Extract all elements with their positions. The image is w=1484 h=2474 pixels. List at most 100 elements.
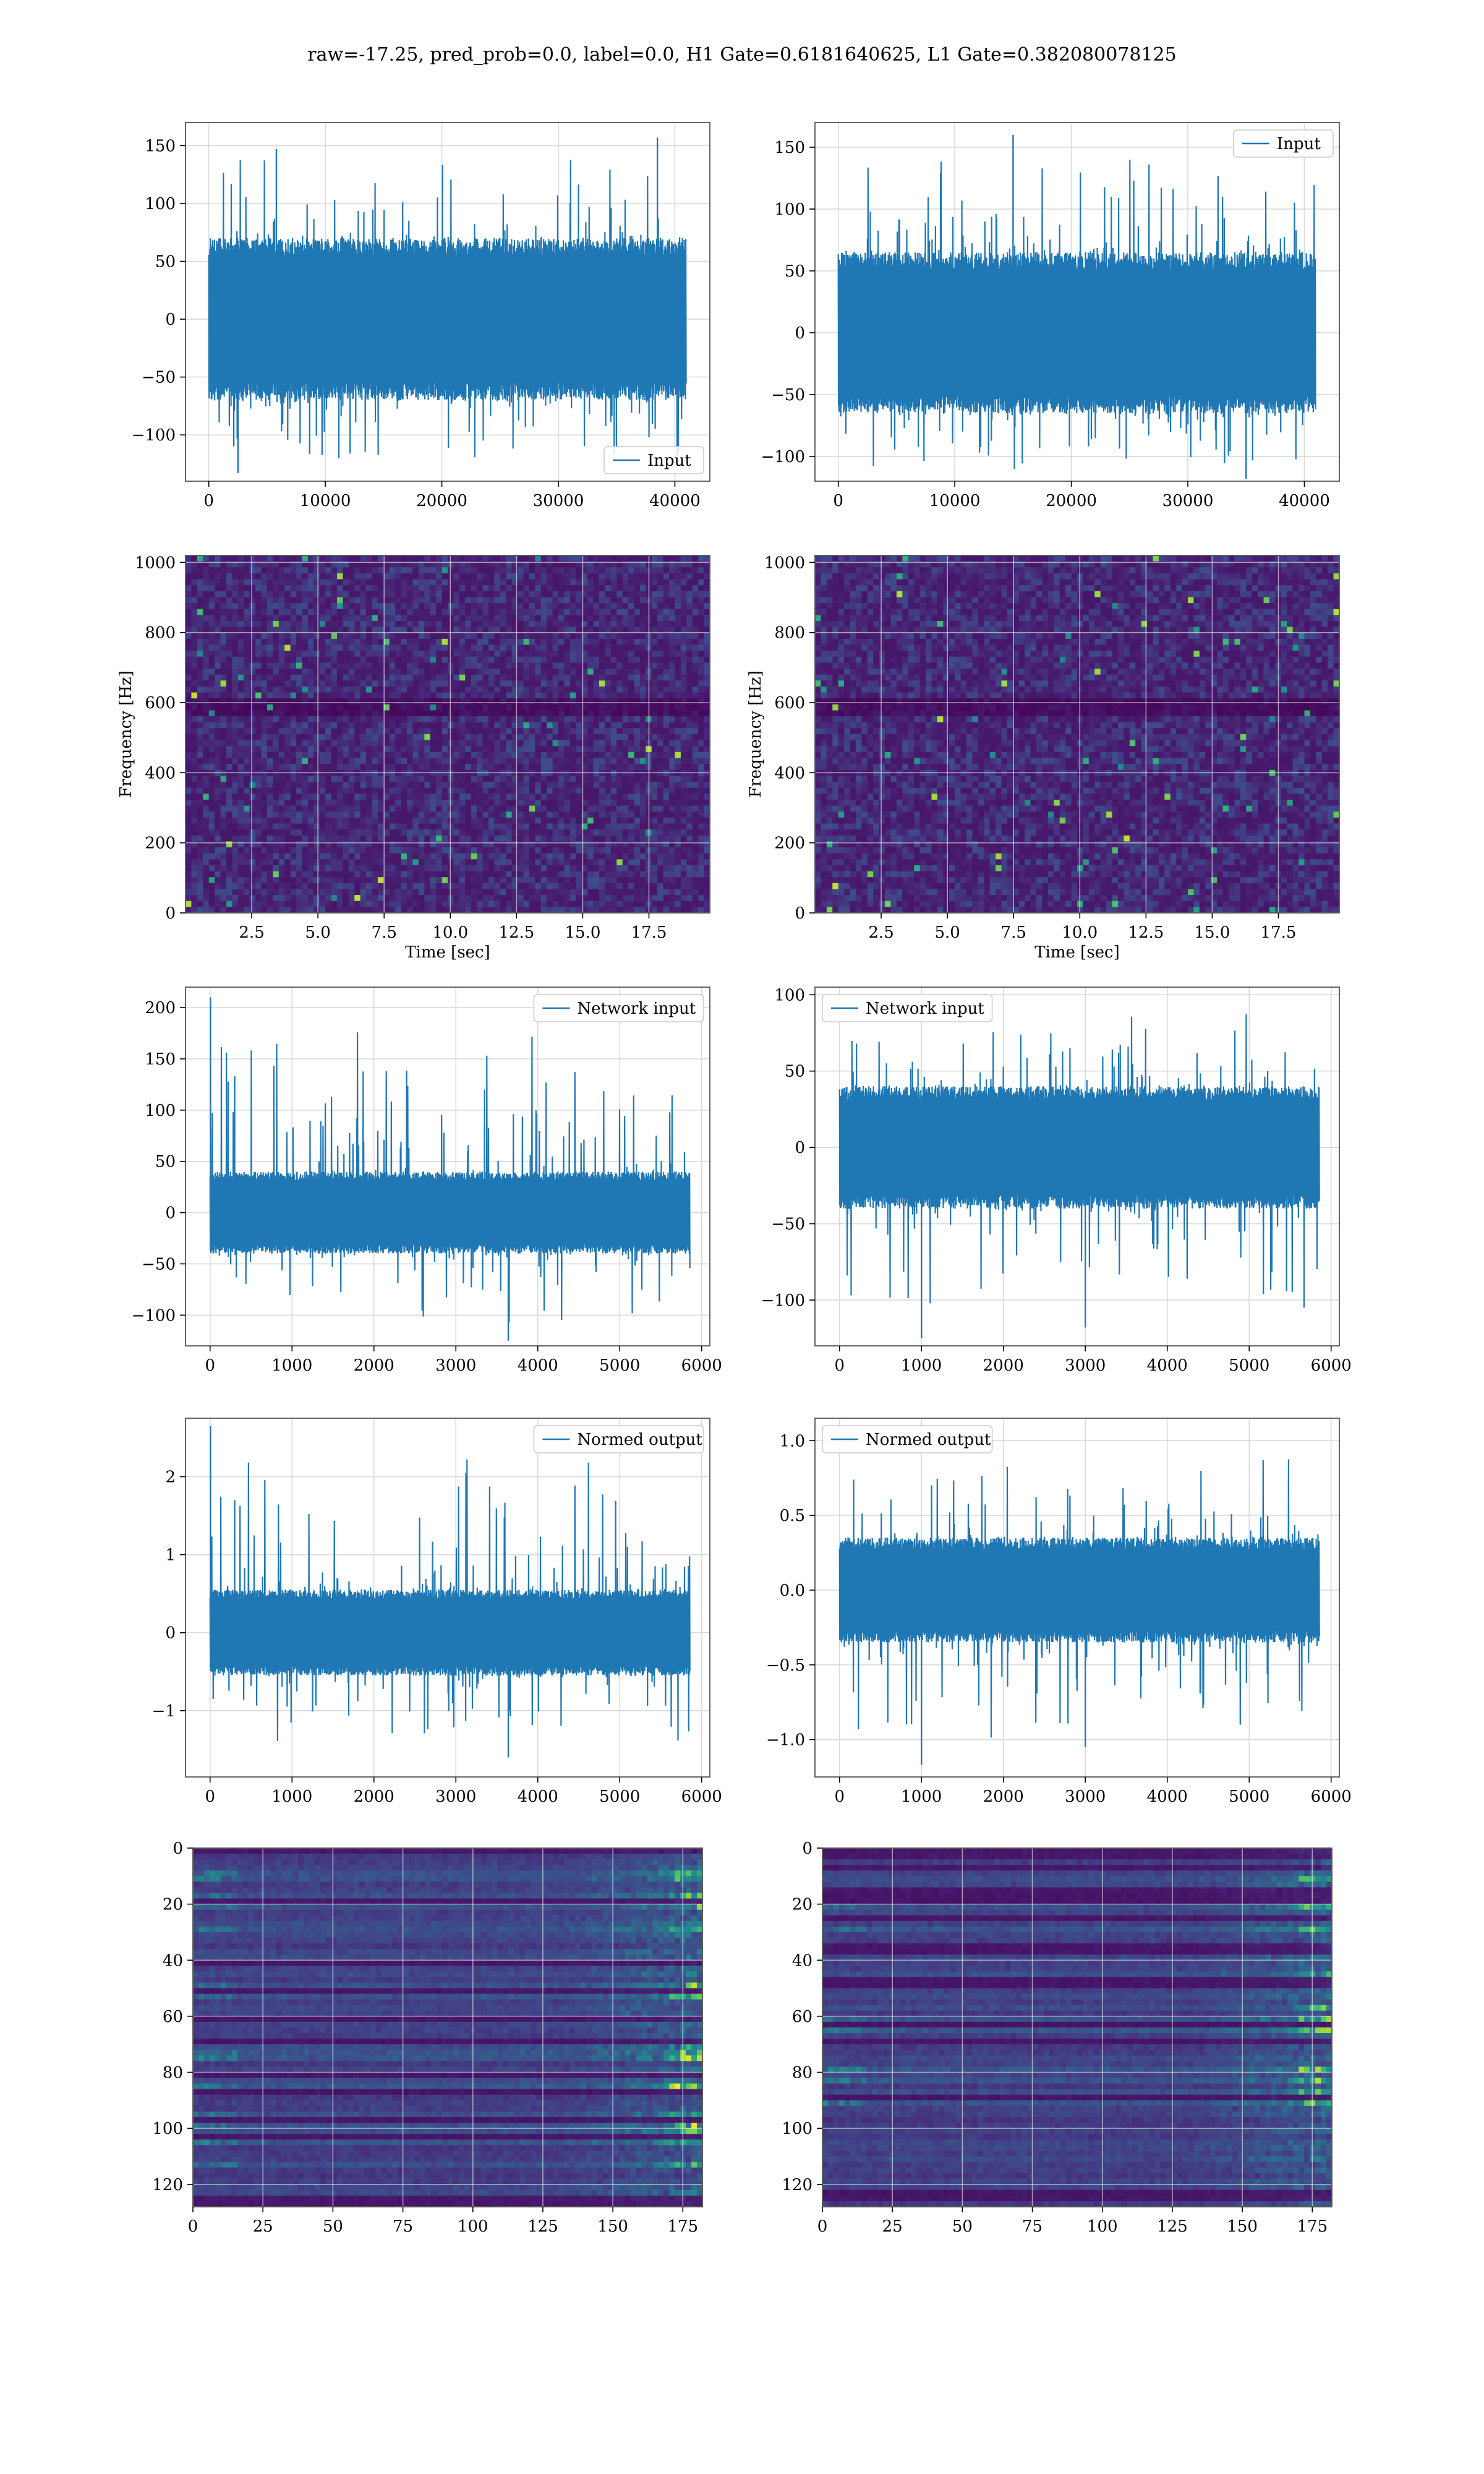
x-tick-label: 17.5 <box>631 923 667 942</box>
y-axis-label: Frequency [Hz] <box>117 670 135 798</box>
y-tick-label: 200 <box>145 834 176 853</box>
x-tick-label: 2000 <box>983 1356 1024 1375</box>
axes-frame <box>822 1847 1333 2207</box>
x-tick-label: 4000 <box>1147 1356 1188 1375</box>
x-tick-label: 75 <box>393 2217 413 2236</box>
heatmap-image <box>193 1848 702 2207</box>
plot-area <box>815 555 1339 913</box>
panel-row3-right: 0 1000 2000 3000 4000 5000 6000 −100 −50 0 50 100 Ne… <box>761 986 1352 1375</box>
y-tick-label: 100 <box>145 195 176 213</box>
x-tick-label: 10000 <box>300 492 351 510</box>
y-tick-label: 1.0 <box>780 1432 805 1450</box>
x-tick-label: 15.0 <box>565 923 600 942</box>
y-tick-label: 150 <box>145 137 176 155</box>
panel-row2-right: 2.5 5.0 7.5 10.0 12.5 15.0 17.5 0 200 400 600 800 10… <box>746 554 1340 962</box>
y-tick-label: 20 <box>792 1896 812 1914</box>
x-tick-label: 25 <box>882 2217 903 2236</box>
y-tick-label: 120 <box>152 2176 183 2194</box>
heatmap-image <box>186 555 710 913</box>
x-tick-label: 5.0 <box>305 923 330 942</box>
x-tick-label: 40000 <box>649 492 701 510</box>
y-tick-label: −100 <box>761 448 805 466</box>
ticks: 0 25 50 75 100 125 150 175 0 20 40 60 80 100 120 <box>152 1839 698 2236</box>
legend: Input <box>603 446 704 474</box>
ticks: 0 1000 2000 3000 4000 5000 6000 −100 −50 0 50 100 15… <box>132 999 722 1375</box>
legend-label: Network input <box>866 999 984 1018</box>
plot-area <box>193 1848 702 2207</box>
legend: Input <box>1233 129 1334 158</box>
legend-box <box>533 1425 704 1453</box>
y-tick-label: 200 <box>774 834 805 853</box>
x-tick-label: 7.5 <box>372 923 397 942</box>
ticks: 2.5 5.0 7.5 10.0 12.5 15.0 17.5 0 200 400 600 800 10… <box>135 554 667 942</box>
plot-area <box>822 1848 1332 2207</box>
x-tick-label: 6000 <box>681 1356 722 1375</box>
x-tick-label: 10000 <box>929 492 981 510</box>
y-tick-label: −50 <box>771 1215 805 1234</box>
x-tick-label: 1000 <box>271 1356 312 1375</box>
legend: Network input <box>822 994 993 1022</box>
x-tick-label: 150 <box>1227 2217 1258 2236</box>
x-tick-label: 1000 <box>901 1787 942 1806</box>
y-tick-label: 50 <box>785 262 805 281</box>
x-tick-label: 0 <box>205 1356 215 1375</box>
x-tick-label: 40000 <box>1279 492 1330 510</box>
ticks: 0 1000 2000 3000 4000 5000 6000 −1 0 1 2 <box>152 1468 722 1806</box>
plot-area <box>186 987 710 1346</box>
y-tick-label: 200 <box>145 999 176 1017</box>
y-tick-label: 40 <box>163 1951 183 1970</box>
x-tick-label: 5000 <box>599 1356 640 1375</box>
series-band <box>839 1100 1320 1196</box>
axes-frame <box>814 987 1340 1346</box>
y-tick-label: 80 <box>163 2064 183 2082</box>
x-tick-label: 2.5 <box>868 923 893 942</box>
x-tick-label: 175 <box>667 2217 698 2236</box>
panel-row3-left: 0 1000 2000 3000 4000 5000 6000 −100 −50 0 50 100 15… <box>132 987 722 1375</box>
x-tick-label: 0 <box>834 1356 845 1375</box>
y-tick-label: 0 <box>165 310 176 329</box>
y-tick-label: 0 <box>165 1624 176 1643</box>
y-tick-label: 0 <box>795 1139 805 1157</box>
grid <box>193 1848 702 2207</box>
x-tick-label: 0 <box>205 1787 215 1806</box>
y-tick-label: −100 <box>132 1306 176 1325</box>
heatmap-image <box>822 1848 1332 2207</box>
series-band <box>838 270 1316 396</box>
x-tick-label: 1000 <box>901 1356 942 1375</box>
x-tick-label: 10.0 <box>1062 923 1098 942</box>
ticks: 0 25 50 75 100 125 150 175 0 20 40 60 80 100 120 <box>782 1839 1328 2236</box>
x-tick-label: 30000 <box>1162 492 1214 510</box>
y-tick-label: −100 <box>761 1291 805 1310</box>
axes-frame <box>185 987 710 1346</box>
grid <box>186 555 710 913</box>
x-tick-label: 2.5 <box>239 923 264 942</box>
y-tick-label: 0 <box>795 324 805 343</box>
axes-frame <box>185 1418 710 1778</box>
series-band <box>208 255 686 383</box>
y-tick-label: 150 <box>145 1050 176 1069</box>
y-tick-label: 1000 <box>764 554 805 572</box>
y-tick-label: 1 <box>165 1546 176 1565</box>
y-tick-label: 80 <box>792 2064 812 2082</box>
panel-row2-left: 2.5 5.0 7.5 10.0 12.5 15.0 17.5 0 200 400 600 800 10… <box>117 554 710 962</box>
y-tick-label: 0 <box>165 1204 176 1223</box>
x-tick-label: 12.5 <box>1128 923 1164 942</box>
plot-area <box>815 122 1339 481</box>
legend-label: Input <box>1277 135 1321 153</box>
x-tick-label: 4000 <box>518 1787 558 1806</box>
legend-label: Network input <box>577 999 696 1018</box>
y-tick-label: 400 <box>145 764 176 782</box>
y-tick-label: 40 <box>792 1951 812 1970</box>
x-tick-label: 12.5 <box>498 923 534 942</box>
y-tick-label: 800 <box>145 624 176 643</box>
axes-frame <box>814 1418 1340 1778</box>
x-tick-label: 50 <box>323 2217 343 2236</box>
y-tick-label: −1.0 <box>766 1731 805 1750</box>
plot-area <box>186 122 710 481</box>
x-tick-label: 7.5 <box>1001 923 1026 942</box>
y-tick-label: 0 <box>802 1839 812 1858</box>
x-tick-label: 3000 <box>435 1787 476 1806</box>
x-tick-label: 3000 <box>1065 1787 1106 1806</box>
y-tick-label: 100 <box>774 986 805 1004</box>
